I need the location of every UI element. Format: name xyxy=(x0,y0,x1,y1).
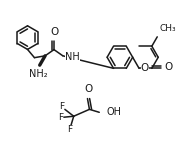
Text: O: O xyxy=(84,84,93,94)
Text: F: F xyxy=(67,125,72,135)
Text: O: O xyxy=(141,63,149,73)
Text: F: F xyxy=(58,113,64,122)
Text: NH: NH xyxy=(65,52,79,62)
Text: CH₃: CH₃ xyxy=(159,24,176,33)
Text: NH₂: NH₂ xyxy=(29,69,48,79)
Text: F: F xyxy=(59,102,64,111)
Text: O: O xyxy=(165,62,173,72)
Text: OH: OH xyxy=(106,107,121,117)
Text: O: O xyxy=(51,27,59,37)
